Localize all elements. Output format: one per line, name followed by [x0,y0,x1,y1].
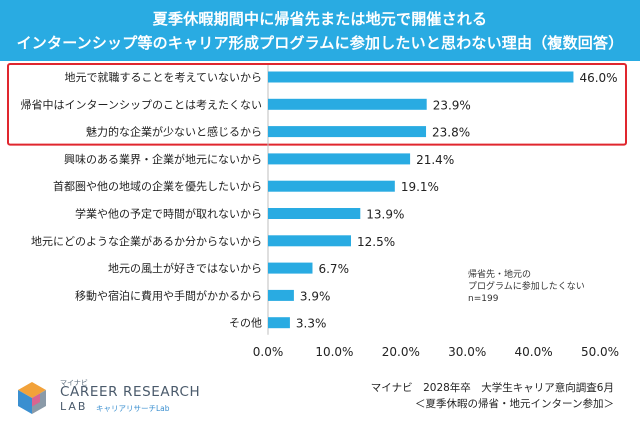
logo-wordmark: CAREER RESEARCH [60,384,201,400]
logo-cube-icon [18,382,46,414]
category-label: 首都圏や他の地域の企業を優先したいから [53,179,262,193]
source-topic: ＜夏季休暇の帰省・地元インターン参加＞ [415,398,614,410]
chart-title-line1: 夏季休暇期間中に帰省先または地元で開催される [152,10,488,28]
category-label: 地元の風土が好きではないから [108,261,262,275]
value-label: 46.0% [579,71,617,85]
logo-lab-text: LAB [60,400,88,413]
bar [268,262,313,274]
value-label: 12.5% [357,235,395,249]
category-label: 学業や他の予定で時間が取れないから [75,207,262,221]
bar [268,153,411,165]
source-survey: マイナビ 2028年卒 大学生キャリア意向調査6月 [370,382,614,394]
category-label: 移動や宿泊に費用や手間がかかるから [75,288,262,302]
bar [268,289,294,301]
category-label: 興味のある業界・企業が地元にないから [64,152,262,166]
x-tick-label: 30.0% [448,345,486,359]
chart-title-line2: インターンシップ等のキャリア形成プログラムに参加したいと思わない理由（複数回答） [16,34,624,52]
bar [268,126,427,138]
category-label: その他 [229,317,262,330]
value-label: 21.4% [416,153,454,167]
value-label: 23.9% [433,98,471,112]
sample-note-line: 帰省先・地元の [468,268,531,280]
value-label: 3.9% [300,289,331,303]
bar [268,208,361,219]
logo-subtitle: キャリアリサーチLab [96,404,170,413]
sample-note-line: プログラムに参加したくない [468,280,585,292]
highlight-box [7,63,627,146]
bar [268,180,395,192]
x-tick-label: 20.0% [382,345,420,359]
value-label: 6.7% [318,262,349,276]
logo-brand-small: マイナビ [60,379,88,387]
category-label: 帰省中はインターンシップのことは考えたくない [21,98,262,111]
category-label: 魅力的な企業が少ないと感じるから [86,125,262,139]
x-tick-label: 0.0% [253,345,284,359]
sample-note-line: n=199 [468,294,499,304]
value-label: 23.8% [432,126,470,140]
career-research-lab-logo: マイナビ CAREER RESEARCH LAB キャリアリサーチLab [14,378,224,418]
bar [268,235,351,247]
bar [268,317,290,329]
value-label: 19.1% [401,180,439,194]
category-label: 地元にどのような企業があるか分からないから [31,234,262,248]
x-tick-label: 40.0% [515,345,553,359]
x-tick-label: 10.0% [315,345,353,359]
category-label: 地元で就職することを考えていないから [65,70,262,84]
bar [268,98,427,110]
value-label: 13.9% [366,208,404,222]
bar [268,71,574,83]
value-label: 3.3% [296,317,327,331]
x-tick-label: 50.0% [581,345,619,359]
title-banner: 夏季休暇期間中に帰省先または地元で開催される インターンシップ等のキャリア形成プ… [0,0,640,61]
